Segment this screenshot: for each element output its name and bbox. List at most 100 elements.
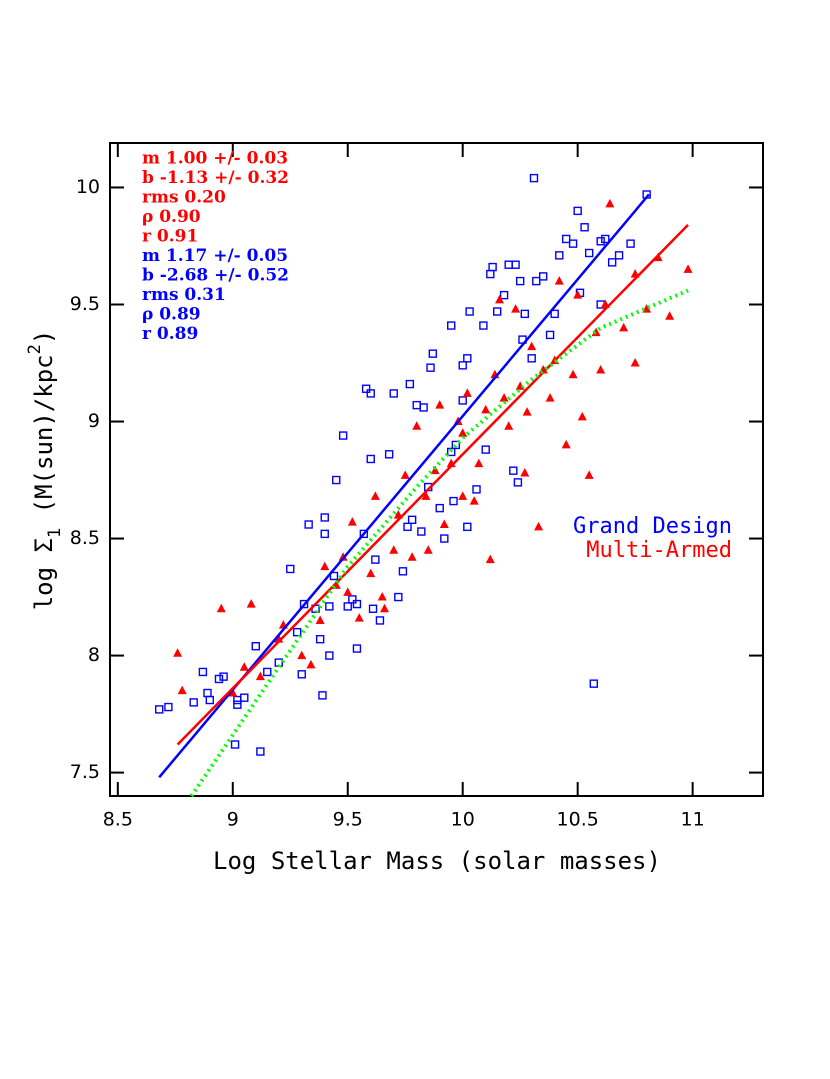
point xyxy=(263,667,272,677)
point xyxy=(173,648,183,657)
point xyxy=(332,475,341,485)
point xyxy=(164,702,173,712)
point xyxy=(426,363,435,372)
point xyxy=(493,307,502,316)
fit-annotation: ρ 0.90 xyxy=(142,207,201,227)
point xyxy=(458,361,467,370)
fit-line xyxy=(189,288,689,798)
point xyxy=(361,384,371,393)
point xyxy=(561,439,571,449)
point xyxy=(325,602,334,611)
x-tick-label: 9 xyxy=(227,809,239,831)
y-axis-label: log Σ1 (M(sun)/kpc2) xyxy=(25,330,65,611)
point xyxy=(255,671,265,681)
point xyxy=(504,260,513,269)
point xyxy=(495,294,505,304)
point xyxy=(348,595,357,604)
point xyxy=(499,290,509,300)
y-tick-label: 9 xyxy=(88,410,100,432)
point xyxy=(527,341,537,351)
point xyxy=(511,260,520,269)
point xyxy=(246,599,256,608)
point xyxy=(534,521,544,531)
point xyxy=(389,389,398,398)
point xyxy=(419,403,428,412)
point xyxy=(458,428,468,437)
point xyxy=(325,651,334,660)
point xyxy=(306,659,316,669)
point xyxy=(626,239,635,248)
y-tick-label: 8.5 xyxy=(70,527,100,549)
y-tick-label: 9.5 xyxy=(70,293,100,315)
fit-annotation: m 1.17 +/- 0.05 xyxy=(142,246,288,266)
point xyxy=(513,478,523,487)
point xyxy=(417,527,426,536)
point xyxy=(545,393,555,402)
point xyxy=(458,396,467,405)
point xyxy=(366,389,375,398)
fit-annotation: rms 0.20 xyxy=(142,188,226,208)
x-tick-label: 10 xyxy=(451,809,475,831)
x-tick-label: 9.5 xyxy=(333,809,363,831)
y-tick-label: 8 xyxy=(88,644,100,666)
point xyxy=(286,564,295,574)
point xyxy=(440,534,449,543)
point xyxy=(683,264,693,273)
point xyxy=(601,234,610,244)
point xyxy=(315,634,325,644)
point xyxy=(515,276,525,286)
fit-annotation: r 0.91 xyxy=(142,227,198,247)
point xyxy=(509,466,518,475)
point xyxy=(447,321,456,330)
y-label-part: log Σ xyxy=(30,538,58,610)
point xyxy=(449,496,458,506)
point xyxy=(338,431,348,440)
point xyxy=(216,603,226,613)
point xyxy=(421,491,431,500)
point xyxy=(550,309,559,319)
point xyxy=(619,322,629,332)
point xyxy=(205,695,214,705)
point xyxy=(292,627,302,637)
point xyxy=(435,400,445,409)
point xyxy=(591,327,601,337)
point xyxy=(384,450,394,459)
point xyxy=(481,404,491,414)
point xyxy=(407,552,417,561)
point xyxy=(435,503,444,513)
point xyxy=(573,290,583,299)
point xyxy=(230,740,240,749)
legend-entry: Multi-Armed xyxy=(586,538,732,563)
point xyxy=(233,700,242,709)
point xyxy=(329,571,339,581)
point xyxy=(458,491,468,500)
point xyxy=(474,458,484,468)
point xyxy=(380,603,390,613)
x-tick-label: 11 xyxy=(681,809,705,831)
point xyxy=(228,688,238,697)
point xyxy=(400,470,410,479)
point xyxy=(352,644,362,653)
point xyxy=(472,485,481,494)
point xyxy=(403,522,412,532)
point xyxy=(463,522,472,532)
point xyxy=(485,554,495,564)
point xyxy=(304,520,313,529)
point xyxy=(256,747,265,756)
point xyxy=(529,173,539,183)
point xyxy=(320,529,329,539)
point xyxy=(451,440,461,450)
point xyxy=(299,599,309,609)
point xyxy=(405,379,415,389)
y-label-part: ) xyxy=(30,330,58,344)
point xyxy=(394,592,403,602)
point xyxy=(366,568,376,578)
point xyxy=(568,239,578,248)
legend-entry: Grand Design xyxy=(573,514,732,539)
fit-annotation: b -1.13 +/- 0.32 xyxy=(142,168,289,188)
point xyxy=(520,468,530,477)
point xyxy=(203,688,212,698)
point xyxy=(430,465,440,475)
point xyxy=(251,642,260,651)
point xyxy=(479,321,488,330)
